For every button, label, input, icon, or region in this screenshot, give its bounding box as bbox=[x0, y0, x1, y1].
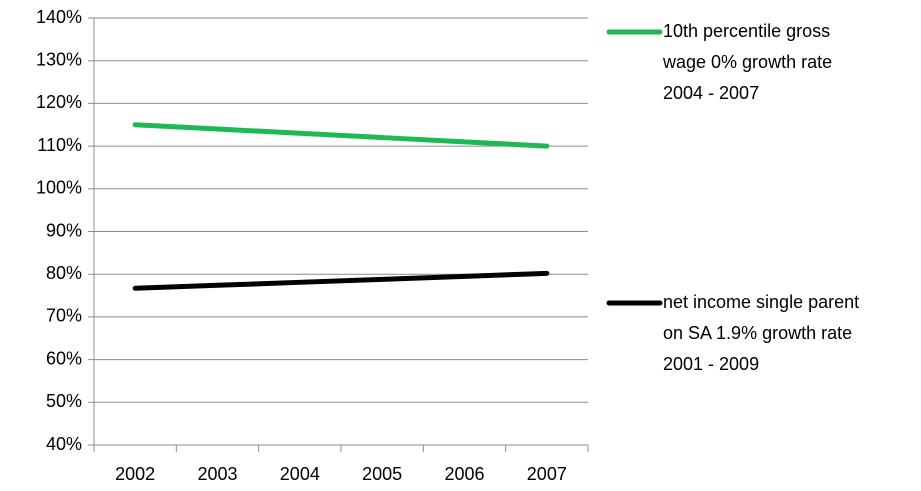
series-line bbox=[132, 122, 550, 149]
y-tick-label: 80% bbox=[46, 263, 82, 283]
x-tick-label: 2007 bbox=[527, 464, 567, 484]
y-tick-label: 130% bbox=[36, 49, 82, 69]
x-tick-label: 2004 bbox=[280, 464, 320, 484]
y-tick-label: 90% bbox=[46, 220, 82, 240]
x-tick-label: 2002 bbox=[115, 464, 155, 484]
y-tick-label: 60% bbox=[46, 348, 82, 368]
x-tick-label: 2005 bbox=[362, 464, 402, 484]
series-line bbox=[132, 270, 550, 291]
x-tick-label: 2003 bbox=[197, 464, 237, 484]
legend-label: net income single parent on SA 1.9% grow… bbox=[663, 292, 860, 374]
y-tick-label: 100% bbox=[36, 178, 82, 198]
y-tick-label: 70% bbox=[46, 306, 82, 326]
y-tick-label: 110% bbox=[37, 135, 82, 155]
y-tick-label: 140% bbox=[36, 7, 82, 27]
y-tick-label: 40% bbox=[46, 434, 82, 454]
y-tick-label: 120% bbox=[36, 92, 82, 112]
legend-label: 10th percentile gross wage 0% growth rat… bbox=[663, 21, 833, 103]
y-tick-label: 50% bbox=[46, 391, 82, 411]
x-tick-label: 2006 bbox=[444, 464, 484, 484]
